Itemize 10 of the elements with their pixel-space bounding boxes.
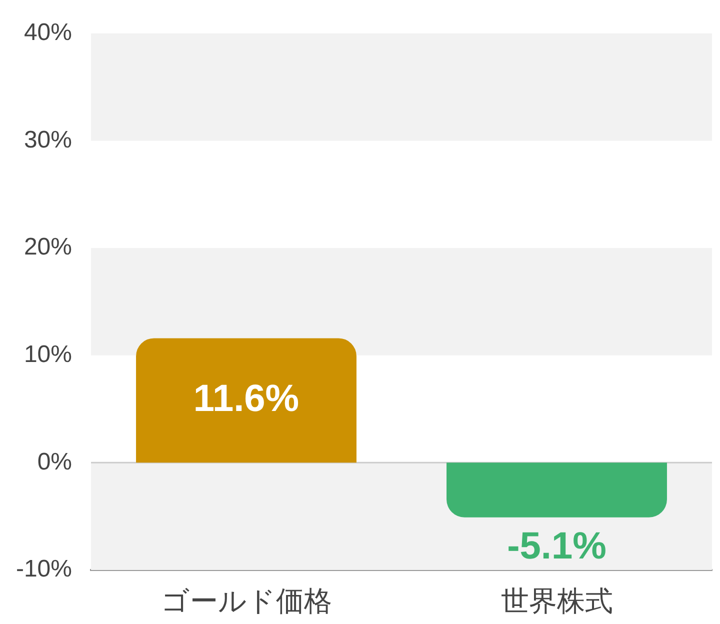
x-tick-label: ゴールド価格 [160, 586, 332, 617]
y-tick-label: 20% [24, 234, 72, 261]
x-tick-label: 世界株式 [500, 586, 613, 617]
data-label: 11.6% [193, 378, 300, 420]
y-tick-label: 10% [24, 340, 72, 368]
y-tick-label: 40% [24, 19, 72, 46]
data-label: -5.1% [507, 525, 606, 568]
y-tick-label: 0% [37, 448, 72, 476]
y-tick-label: -10% [16, 556, 72, 583]
y-tick-label: 30% [24, 126, 72, 154]
